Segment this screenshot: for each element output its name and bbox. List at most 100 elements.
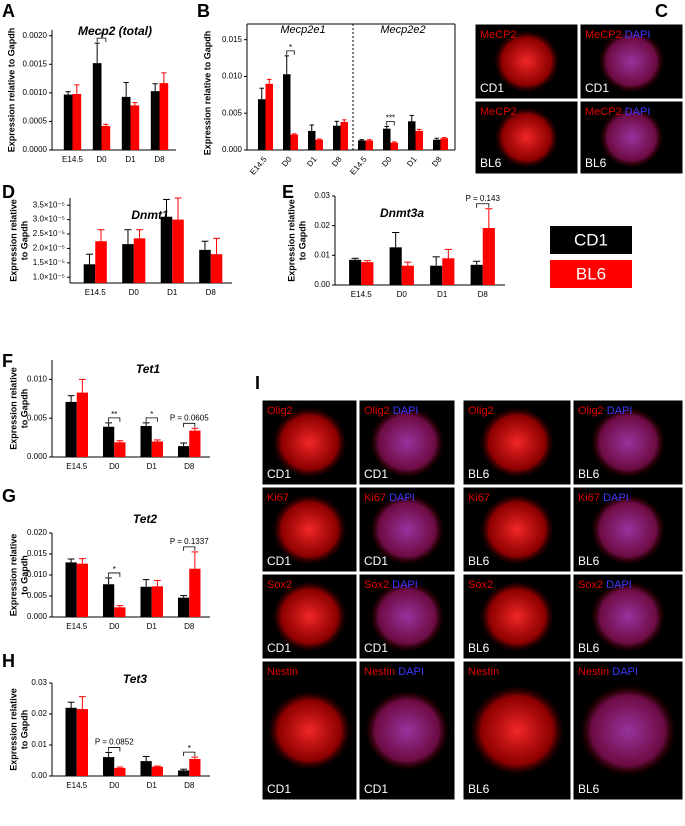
stain: MeCP2 — [480, 106, 517, 118]
strain-label: BL6 — [578, 641, 600, 655]
chart-title: Tet3 — [123, 672, 148, 686]
bar — [361, 262, 374, 285]
y-axis-label: Expression relative to Gapdh — [202, 31, 212, 156]
y-axis-label: Expression relative — [8, 688, 18, 771]
dapi-overlay — [600, 31, 663, 92]
bar — [103, 757, 115, 776]
strain-label: CD1 — [267, 554, 291, 568]
bar — [114, 767, 126, 776]
y-tick-label: 1.5×10⁻⁵ — [33, 258, 65, 267]
x-tick-label: D0 — [129, 288, 140, 297]
bar — [415, 130, 423, 150]
x-tick-label: D0 — [280, 154, 294, 168]
bar — [65, 562, 77, 617]
bar — [114, 442, 126, 457]
legend-swatch — [550, 226, 632, 254]
strain-label: BL6 — [578, 554, 600, 568]
y-tick-label: 0.005 — [27, 413, 48, 422]
y-tick-label: 0.010 — [27, 375, 48, 384]
x-tick-label: D1 — [437, 290, 448, 299]
y-tick-label: 0.010 — [27, 570, 48, 579]
y-tick-label: 0.01 — [314, 250, 330, 259]
cell-cluster — [469, 685, 565, 776]
significance-bracket — [286, 50, 295, 55]
bar — [76, 392, 88, 457]
y-tick-label: 0.015 — [222, 35, 243, 44]
bar — [442, 258, 455, 285]
stain-label: Nestin — [267, 666, 298, 678]
strain-label: CD1 — [364, 467, 388, 481]
annotation: * — [100, 30, 103, 39]
y-tick-label: 0.0010 — [23, 88, 48, 97]
stain-label: Olig2 — [267, 405, 293, 417]
stain: Olig2 — [364, 405, 390, 417]
y-tick-label: 0.0015 — [23, 59, 48, 68]
strain-label: CD1 — [267, 782, 291, 796]
stain-label: Ki67 — [468, 492, 490, 504]
stain: Olig2 — [578, 405, 604, 417]
cell-cluster — [479, 406, 555, 479]
y-axis-label: to Gapdh — [19, 389, 29, 429]
stain: Ki67 — [267, 492, 289, 504]
x-tick-label: D1 — [125, 155, 136, 164]
y-tick-label: 2.0×10⁻⁵ — [33, 244, 65, 253]
bar — [178, 770, 190, 776]
counterstain: DAPI — [607, 405, 633, 417]
y-tick-label: 0.02 — [31, 709, 47, 718]
bar — [140, 586, 152, 617]
bar — [150, 91, 160, 150]
strain-label: CD1 — [364, 782, 388, 796]
bar — [383, 128, 391, 150]
x-tick-label: D8 — [478, 290, 489, 299]
panel-label: B — [197, 1, 210, 21]
chart-title: Dnmt3a — [380, 206, 424, 220]
x-tick-label: D0 — [96, 155, 107, 164]
panel-label: H — [2, 651, 15, 671]
strain-label: CD1 — [480, 81, 504, 95]
panel-label: D — [2, 182, 15, 202]
y-tick-label: 1.0×10⁻⁵ — [33, 272, 65, 281]
bar — [199, 249, 211, 283]
bar — [103, 426, 115, 457]
bar — [159, 83, 169, 150]
x-tick-label: D1 — [147, 781, 158, 790]
bar — [76, 709, 88, 776]
y-tick-label: 0.0020 — [23, 31, 48, 40]
bar — [151, 766, 163, 776]
counterstain: DAPI — [392, 579, 418, 591]
counterstain: DAPI — [398, 666, 424, 678]
bar — [258, 99, 266, 150]
stain: Ki67 — [364, 492, 386, 504]
y-axis-label: Expression relative to Gapdh — [6, 28, 16, 153]
strain-label: BL6 — [468, 554, 490, 568]
annotation: P = 0.0605 — [170, 413, 209, 422]
bar — [83, 264, 96, 283]
stain: Nestin — [578, 666, 609, 678]
bar — [349, 259, 362, 285]
x-tick-label: E14.5 — [62, 155, 83, 164]
cell-cluster — [479, 580, 555, 653]
bar — [65, 401, 77, 457]
stain-label: MeCP2 DAPI — [585, 29, 650, 41]
significance-bracket — [183, 422, 196, 428]
x-tick-label: E14.5 — [348, 154, 369, 176]
x-tick-label: E14.5 — [85, 288, 106, 297]
x-tick-label: E14.5 — [66, 622, 87, 631]
x-tick-label: E14.5 — [248, 154, 269, 176]
cell-cluster — [272, 493, 347, 566]
strain-label: CD1 — [585, 81, 609, 95]
strain-label: CD1 — [267, 641, 291, 655]
strain-label: BL6 — [480, 156, 502, 170]
panel-label: G — [2, 486, 16, 506]
bar — [308, 130, 316, 150]
bar — [290, 134, 298, 150]
x-tick-label: D1 — [167, 288, 178, 297]
bar — [140, 761, 152, 776]
x-tick-label: D0 — [109, 462, 120, 471]
stain-label: Olig2 — [468, 405, 494, 417]
counterstain: DAPI — [625, 29, 651, 41]
cell-cluster — [493, 30, 560, 93]
x-tick-label: D0 — [109, 622, 120, 631]
legend-label: CD1 — [574, 230, 608, 249]
bar — [401, 265, 414, 285]
